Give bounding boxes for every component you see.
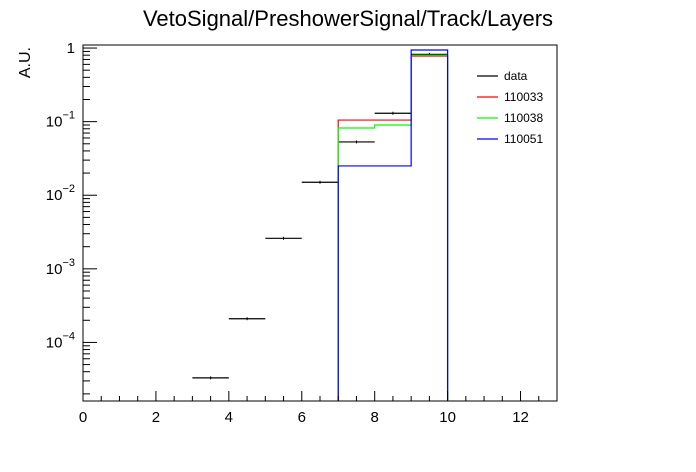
x-tick-label: 6 [298,409,306,426]
series-data-points [192,52,448,380]
axes: 0 2 4 6 8 10 12 1 10−1 10−2 10−3 10−4 [46,40,558,426]
y-tick-label: 10−2 [46,183,75,204]
x-tick-label: 8 [371,409,379,426]
legend-label-110051: 110051 [504,132,543,146]
plot-frame [82,44,558,402]
y-tick-label: 1 [67,40,75,57]
series-110038-histogram [337,54,449,401]
y-tick-label: 10−1 [46,110,75,131]
legend-label-data: data [504,69,528,83]
chart-title: VetoSignal/PreshowerSignal/Track/Layers [143,6,553,31]
x-tick-label: 4 [225,409,233,426]
series-layer [192,49,449,401]
x-tick-label: 10 [439,409,456,426]
legend: data 110033 110038 110051 [477,69,543,146]
y-tick-label: 10−3 [46,257,75,278]
series-110033-histogram [337,55,449,401]
plot-area-border [82,44,558,402]
legend-label-110038: 110038 [504,111,543,125]
x-tick-label: 2 [152,409,160,426]
x-tick-label: 12 [512,409,529,426]
y-axis-label: A.U. [17,47,34,78]
x-tick-label: 0 [79,409,87,426]
y-tick-label: 10−4 [46,330,75,351]
series-110051-histogram [337,49,449,401]
legend-label-110033: 110033 [504,90,543,104]
